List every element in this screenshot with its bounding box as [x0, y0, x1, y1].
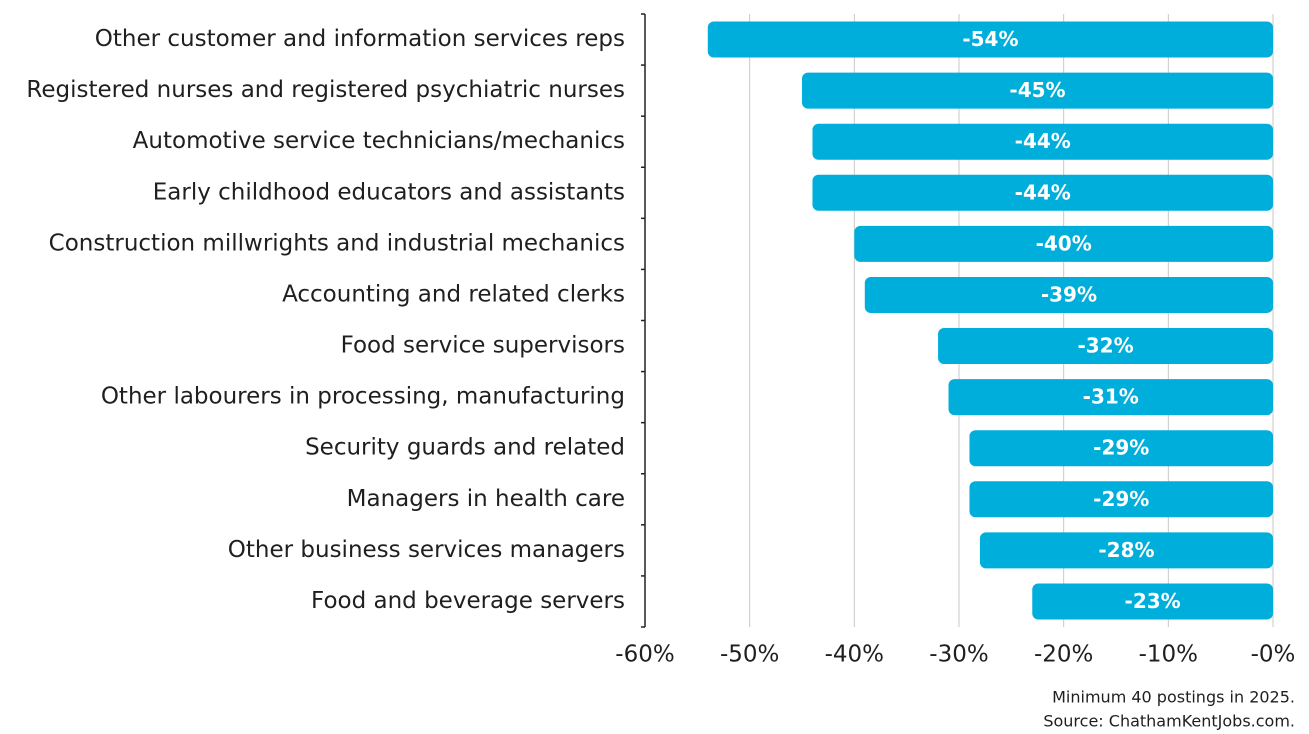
- category-label: Food service supervisors: [341, 333, 625, 359]
- note: Source: ChathamKentJobs.com.: [1043, 712, 1295, 731]
- bar: [812, 123, 1273, 160]
- category-label: Security guards and related: [305, 435, 625, 461]
- bar: [812, 174, 1273, 211]
- value-label: -45%: [1009, 78, 1065, 102]
- bar: [802, 72, 1273, 109]
- bar: [938, 328, 1273, 365]
- bar: [707, 21, 1273, 58]
- bar: [979, 532, 1273, 569]
- value-label: -23%: [1125, 589, 1181, 613]
- bar: [1032, 583, 1273, 620]
- value-label: -44%: [1015, 129, 1071, 153]
- category-label: Registered nurses and registered psychia…: [26, 77, 625, 103]
- category-label: Other customer and information services …: [95, 26, 625, 52]
- x-tick-label: -30%: [929, 642, 988, 668]
- category-label: Food and beverage servers: [311, 588, 625, 614]
- x-tick-label: -20%: [1034, 642, 1093, 668]
- category-label: Early childhood educators and assistants: [153, 179, 625, 205]
- x-tick-label: -10%: [1139, 642, 1198, 668]
- category-label: Construction millwrights and industrial …: [49, 230, 625, 256]
- category-label: Other business services managers: [228, 537, 625, 563]
- category-label: Automotive service technicians/mechanics: [133, 128, 625, 154]
- x-tick-label: -40%: [825, 642, 884, 668]
- bar: [948, 379, 1273, 416]
- value-label: -29%: [1093, 436, 1149, 460]
- value-label: -44%: [1015, 180, 1071, 204]
- bar: [969, 481, 1273, 518]
- category-label: Other labourers in processing, manufactu…: [101, 384, 625, 410]
- value-label: -29%: [1093, 487, 1149, 511]
- x-tick-label: -0%: [1251, 642, 1296, 668]
- value-label: -31%: [1083, 385, 1139, 409]
- bar: [969, 430, 1273, 467]
- note: Minimum 40 postings in 2025.: [1052, 688, 1295, 707]
- x-tick-label: -50%: [720, 642, 779, 668]
- value-label: -54%: [962, 27, 1018, 51]
- value-label: -39%: [1041, 282, 1097, 306]
- value-label: -28%: [1098, 538, 1154, 562]
- category-label: Managers in health care: [347, 486, 625, 512]
- value-label: -32%: [1077, 334, 1133, 358]
- value-label: -40%: [1036, 231, 1092, 255]
- bar: [864, 276, 1273, 313]
- category-label: Accounting and related clerks: [282, 281, 625, 307]
- bar: [854, 225, 1273, 262]
- x-tick-label: -60%: [615, 642, 674, 668]
